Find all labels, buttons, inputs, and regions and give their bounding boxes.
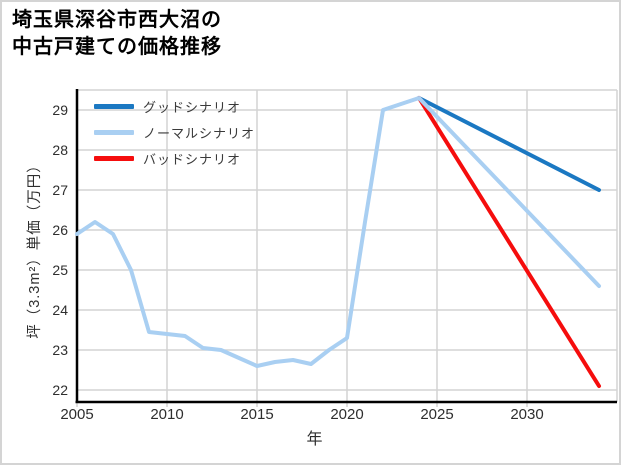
- series-line-2: [75, 96, 601, 368]
- y-tick-label: 29: [52, 102, 68, 118]
- x-tick-label: 2005: [60, 406, 93, 423]
- y-tick-label: 25: [52, 262, 68, 278]
- y-tick-label: 28: [52, 142, 68, 158]
- legend-swatch-icon: [94, 155, 134, 161]
- y-tick-label: 26: [52, 222, 68, 238]
- legend-label: バッドシナリオ: [143, 151, 242, 167]
- y-tick-label: 27: [52, 182, 68, 198]
- x-tick-label: 2020: [330, 406, 363, 423]
- x-tick-label: 2015: [240, 406, 273, 423]
- series-line-3: [417, 96, 601, 388]
- chart-legend: グッドシナリオ ノーマルシナリオ バッドシナリオ: [94, 97, 255, 175]
- x-axis-label: 年: [306, 431, 324, 448]
- legend-item-3: バッドシナリオ: [94, 149, 255, 167]
- legend-swatch-icon: [94, 129, 134, 135]
- y-tick-label: 23: [52, 342, 68, 358]
- chart-title: 埼玉県深谷市西大沼の 中古戸建ての価格推移: [12, 7, 222, 61]
- legend-label: グッドシナリオ: [143, 99, 242, 115]
- legend-item-1: グッドシナリオ: [94, 97, 255, 115]
- x-tick-label: 2025: [420, 406, 453, 423]
- legend-item-2: ノーマルシナリオ: [94, 123, 255, 141]
- x-tick-label: 2030: [510, 406, 543, 423]
- x-tick-label: 2010: [150, 406, 183, 423]
- chart-title-line2: 中古戸建ての価格推移: [12, 36, 222, 58]
- y-tick-label: 24: [52, 302, 68, 318]
- legend-label: ノーマルシナリオ: [143, 125, 256, 141]
- y-axis-label: 坪（3.3m²）単価（万円）: [27, 157, 43, 339]
- chart-title-line1: 埼玉県深谷市西大沼の: [12, 9, 222, 31]
- series-line-1: [417, 96, 601, 192]
- legend-swatch-icon: [94, 103, 134, 109]
- y-tick-label: 22: [52, 382, 68, 398]
